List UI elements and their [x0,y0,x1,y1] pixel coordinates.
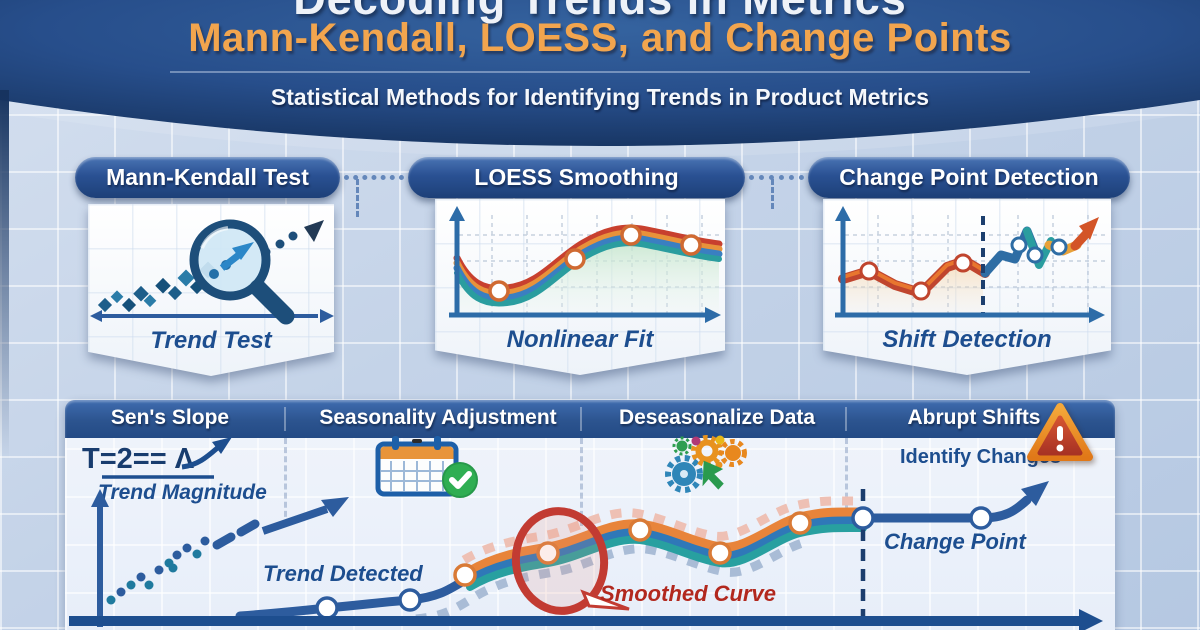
page-title-clipped: Decoding Trends in Metrics [0,0,1200,25]
formula-text: T=2== Λ [82,443,195,475]
magnifier-icon [189,219,295,325]
scatter-dots [106,536,210,605]
data-markers [859,253,973,301]
card-caption: Trend Test [150,327,272,354]
curve-markers [315,506,993,620]
dashed-trend-arrow [261,220,324,257]
card-caption: Shift Detection [882,326,1052,353]
trend-test-illustration [90,219,334,325]
process-header-bar: Sen's Slope Seasonality Adjustment Desea… [65,400,1115,438]
highlight-pointer [580,589,630,611]
trend-dashes [212,519,260,550]
bar-label-deseasonalize: Deseasonalize Data [618,406,816,429]
sens-slope-formula: T=2== Λ [82,437,232,479]
connector-dotted-2 [749,175,804,180]
card-caption: Nonlinear Fit [506,326,654,353]
column-separator [580,438,583,526]
page-title: Mann-Kendall, LOESS, and Change Points [188,16,1012,60]
card-trend-test: Trend Test [88,204,334,376]
connector-dotted-1 [344,175,404,180]
pill-mann-kendall: Mann-Kendall Test [75,157,340,198]
highlight-ellipse [511,507,609,615]
pill-label: Change Point Detection [839,164,1099,190]
bar-separator [580,407,582,431]
bar-separator [284,407,286,431]
calendar-check-icon [375,436,478,498]
card-nonlinear-fit: Nonlinear Fit [435,199,725,375]
changepoint-illustration [835,206,1105,323]
pill-label: Mann-Kendall Test [106,164,309,190]
data-markers-post [1010,236,1068,264]
card-shift-detection: Shift Detection [823,199,1111,375]
pill-label: LOESS Smoothing [474,164,679,190]
gears-icon [665,435,747,493]
header-banner [0,0,1200,158]
header-divider [170,71,1030,73]
data-markers [488,224,702,302]
shift-arrowhead [1079,217,1099,240]
loess-illustration [449,206,723,323]
column-separator [845,438,848,526]
page-subtitle: Statistical Methods for Identifying Tren… [270,84,930,110]
bar-label-abrupt-shifts: Abrupt Shifts [907,406,1041,429]
formula-caption: Trend Magnitude [98,481,267,504]
change-point-label: Change Point [884,529,1026,554]
bar-label-seasonality: Seasonality Adjustment [319,406,557,429]
pill-loess: LOESS Smoothing [408,157,745,198]
left-edge-strip [0,90,9,460]
smoothed-curve-label: Smoothed Curve [600,581,777,606]
bar-separator [845,407,847,431]
warning-icon [1027,403,1093,461]
connector-drop-1 [356,179,359,217]
trend-detected-label: Trend Detected [263,561,423,586]
curve-end-arrowhead [1021,481,1049,506]
bar-label-sens-slope: Sen's Slope [110,406,230,429]
pill-change-point: Change Point Detection [808,157,1130,198]
identify-changes-label: Identify Changes [900,446,1062,468]
main-trend-chart [69,481,1103,630]
column-separator [284,438,287,526]
cursor-arrow-icon [702,460,724,490]
connector-drop-2 [771,179,774,209]
trend-arrowhead [321,497,349,517]
